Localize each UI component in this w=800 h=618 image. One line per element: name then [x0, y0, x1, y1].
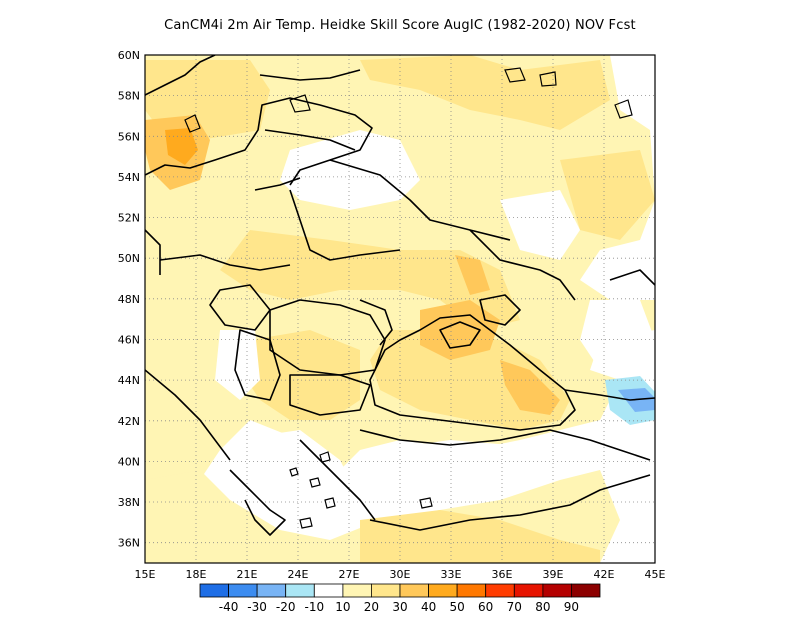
turkey-south-coast [369, 474, 651, 531]
lat-tick-label: 58N [118, 90, 140, 103]
lon-tick-label: 42E [594, 568, 615, 581]
lat-tick-label: 48N [118, 293, 140, 306]
lon-tick-label: 30E [390, 568, 411, 581]
sea-of-azov [479, 294, 521, 326]
islands [184, 67, 633, 529]
colorbar-label: 10 [335, 600, 350, 614]
lon-tick-label: 45E [645, 568, 666, 581]
border-georgia [564, 389, 655, 401]
lon-tick-label: 36E [492, 568, 513, 581]
score-area-white-center [280, 130, 420, 210]
lat-tick-label: 50N [118, 252, 140, 265]
colorbar-label: 60 [478, 600, 493, 614]
colorbar-swatch [542, 583, 572, 598]
colorbar [199, 583, 601, 598]
colorbar-swatch [285, 583, 315, 598]
border-romania [269, 299, 386, 376]
colorbar-label: 20 [364, 600, 379, 614]
caspian-edge [609, 269, 655, 286]
colorbar-swatch [513, 583, 544, 598]
score-area-white-balkans [215, 330, 260, 400]
border-turkey [359, 429, 651, 461]
score-area-20-30-east [560, 150, 655, 240]
score-area-30-40-ukraine [455, 255, 490, 295]
score-area-white-east [580, 300, 655, 370]
map-title: CanCM4i 2m Air Temp. Heidke Skill Score … [164, 18, 636, 33]
border-slovakia-czech [159, 254, 291, 271]
border-hungary [209, 284, 271, 331]
graticule [145, 55, 655, 563]
scandinavia-coast [145, 55, 216, 96]
colorbar-label: -20 [276, 600, 296, 614]
colorbar-swatch [428, 583, 458, 598]
coastlines-borders [145, 55, 655, 536]
adriatic-coast [145, 369, 231, 461]
colorbar-label: -10 [304, 600, 324, 614]
border-germany [145, 229, 161, 275]
lat-tick-label: 52N [118, 212, 140, 225]
lon-tick-label: 24E [288, 568, 309, 581]
lat-tick-label: 42N [118, 415, 140, 428]
lon-axis: 15E 18E 21E 24E 27E 30E 33E 36E 39E 42E … [135, 568, 666, 581]
score-area-40-50-baltic [165, 128, 198, 165]
border-ukraine-russia [469, 229, 576, 301]
colorbar-swatch [228, 583, 258, 598]
lon-tick-label: 27E [339, 568, 360, 581]
colorbar-swatch [256, 583, 287, 598]
score-area-white-turkey [380, 440, 560, 495]
border-lithuania [254, 177, 301, 191]
lat-tick-label: 60N [118, 49, 140, 62]
lat-tick-label: 46N [118, 334, 140, 347]
border-bulgaria [289, 374, 371, 416]
lat-tick-label: 54N [118, 171, 140, 184]
colorbar-label: -30 [247, 600, 267, 614]
colorbar-label: 40 [421, 600, 436, 614]
colorbar-swatch [485, 583, 515, 598]
colorbar-swatch [571, 583, 601, 598]
score-area-20-30-center [220, 230, 520, 330]
colorbar-swatch [313, 583, 344, 598]
score-area-30-40-crimea [420, 300, 500, 360]
colorbar-swatch [399, 583, 430, 598]
colorbar-swatch [370, 583, 401, 598]
lon-tick-label: 21E [237, 568, 258, 581]
colorbar-label: 30 [392, 600, 407, 614]
border-moldova [359, 299, 393, 346]
black-sea-coast [369, 314, 576, 431]
colorbar-label: 70 [507, 600, 522, 614]
colorbar-label: -40 [219, 600, 239, 614]
lat-tick-label: 44N [118, 374, 140, 387]
colorbar-label: 50 [449, 600, 464, 614]
lat-tick-label: 38N [118, 496, 140, 509]
lat-tick-label: 36N [118, 537, 140, 550]
colorbar-swatch [342, 583, 372, 598]
crimea [439, 321, 481, 349]
score-area-20-30-south [360, 510, 600, 563]
lat-tick-label: 56N [118, 130, 140, 143]
lat-axis: 60N 58N 56N 54N 52N 50N 48N 46N 44N 42N … [118, 49, 140, 550]
colorbar-label: 90 [564, 600, 579, 614]
lat-tick-label: 40N [118, 455, 140, 468]
lon-tick-label: 39E [543, 568, 564, 581]
border-latvia-estonia [264, 129, 356, 151]
plot-frame [144, 54, 656, 564]
gulf-of-finland [259, 69, 361, 81]
baltic-coast [145, 97, 373, 186]
colorbar-swatch [456, 583, 487, 598]
border-serbia [234, 329, 281, 401]
lon-tick-label: 18E [186, 568, 207, 581]
aegean-coast [299, 439, 376, 521]
score-area-30-40-caucasus [500, 360, 560, 415]
colorbar-label: 80 [535, 600, 550, 614]
lon-tick-label: 15E [135, 568, 156, 581]
colorbar-swatch [199, 583, 230, 598]
greece-coast [229, 469, 286, 536]
colorbar-labels: -40 -30 -20 -10 10 20 30 40 50 60 70 80 … [219, 600, 579, 614]
border-belarus-russia [329, 159, 511, 241]
lon-tick-label: 33E [441, 568, 462, 581]
border-poland-ukraine [289, 189, 401, 261]
score-area-white-russia [500, 190, 580, 260]
